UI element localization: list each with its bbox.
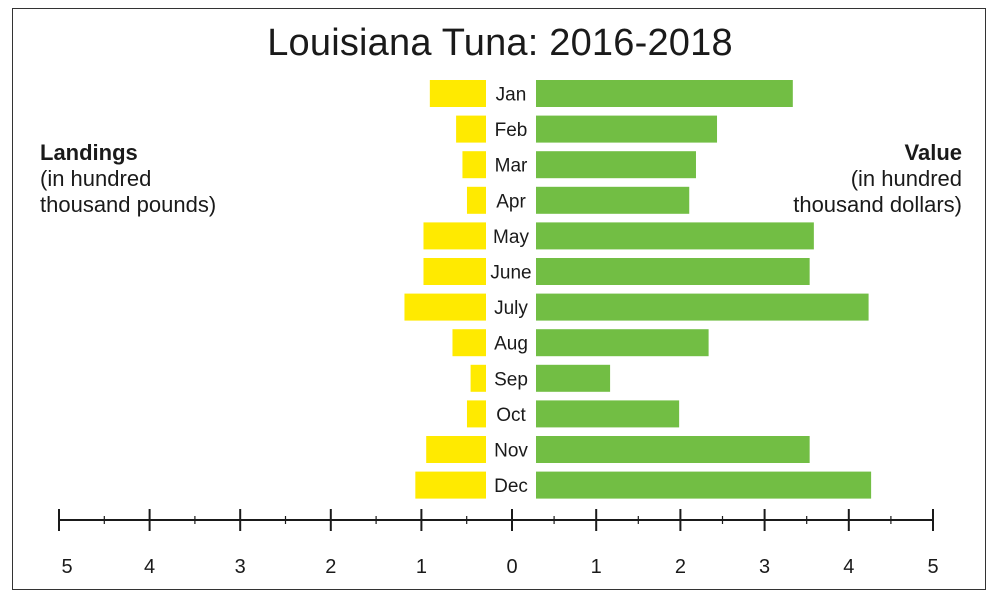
landings-bar-may — [423, 222, 486, 250]
value-unit-line2: thousand dollars) — [793, 192, 962, 217]
value-bar-mar — [536, 151, 696, 179]
landings-legend: Landings (in hundred thousand pounds) — [40, 140, 216, 218]
month-label-jan: Jan — [496, 85, 527, 106]
value-bar-feb — [536, 115, 718, 143]
right-tick-label-3: 3 — [759, 556, 770, 578]
landings-unit-line1: (in hundred — [40, 166, 152, 191]
left-tick-label-0: 0 — [506, 556, 517, 578]
chart-title: Louisiana Tuna: 2016-2018 — [267, 22, 733, 64]
value-bar-june — [536, 258, 810, 285]
value-bar-july — [536, 293, 869, 321]
left-tick-label-3: 3 — [235, 556, 246, 578]
left-tick-label-5: 5 — [61, 556, 72, 578]
landings-bar-july — [404, 293, 486, 321]
landings-bar-oct — [466, 400, 486, 428]
value-bar-oct — [536, 400, 680, 428]
right-tick-label-4: 4 — [843, 556, 854, 578]
landings-bar-june — [423, 258, 486, 285]
left-tick-label-4: 4 — [144, 556, 155, 578]
chart-frame — [12, 8, 986, 590]
value-bar-nov — [536, 436, 810, 463]
landings-bar-aug — [452, 329, 486, 357]
value-unit-line1: (in hundred — [850, 166, 962, 191]
month-label-aug: Aug — [494, 334, 528, 355]
right-tick-label-1: 1 — [591, 556, 602, 578]
landings-bar-feb — [456, 115, 486, 143]
landings-bar-mar — [462, 151, 486, 179]
landings-bar-apr — [466, 186, 486, 214]
value-bar-jan — [536, 80, 793, 107]
value-bar-dec — [536, 471, 872, 499]
landings-bar-jan — [429, 80, 486, 107]
month-label-feb: Feb — [495, 120, 528, 141]
landings-label: Landings — [40, 140, 138, 165]
month-label-apr: Apr — [496, 191, 526, 212]
landings-bar-nov — [426, 436, 486, 463]
month-label-dec: Dec — [494, 476, 528, 497]
value-label: Value — [904, 140, 962, 165]
left-tick-label-1: 1 — [416, 556, 427, 578]
landings-unit-line2: thousand pounds) — [40, 192, 217, 217]
month-label-may: May — [493, 227, 529, 248]
value-bar-aug — [536, 329, 709, 357]
month-label-june: June — [490, 263, 531, 284]
right-tick-label-2: 2 — [675, 556, 686, 578]
value-legend: Value (in hundred thousand dollars) — [793, 140, 962, 218]
month-label-mar: Mar — [495, 156, 528, 177]
month-label-sep: Sep — [494, 369, 528, 390]
left-tick-label-2: 2 — [325, 556, 336, 578]
month-label-july: July — [494, 298, 528, 319]
right-tick-label-5: 5 — [927, 556, 938, 578]
landings-bar-dec — [415, 471, 486, 499]
value-bar-apr — [536, 186, 690, 214]
landings-bar-sep — [470, 364, 486, 392]
value-bar-sep — [536, 364, 611, 392]
month-label-oct: Oct — [496, 405, 526, 426]
value-bar-may — [536, 222, 814, 250]
month-label-nov: Nov — [494, 441, 528, 462]
